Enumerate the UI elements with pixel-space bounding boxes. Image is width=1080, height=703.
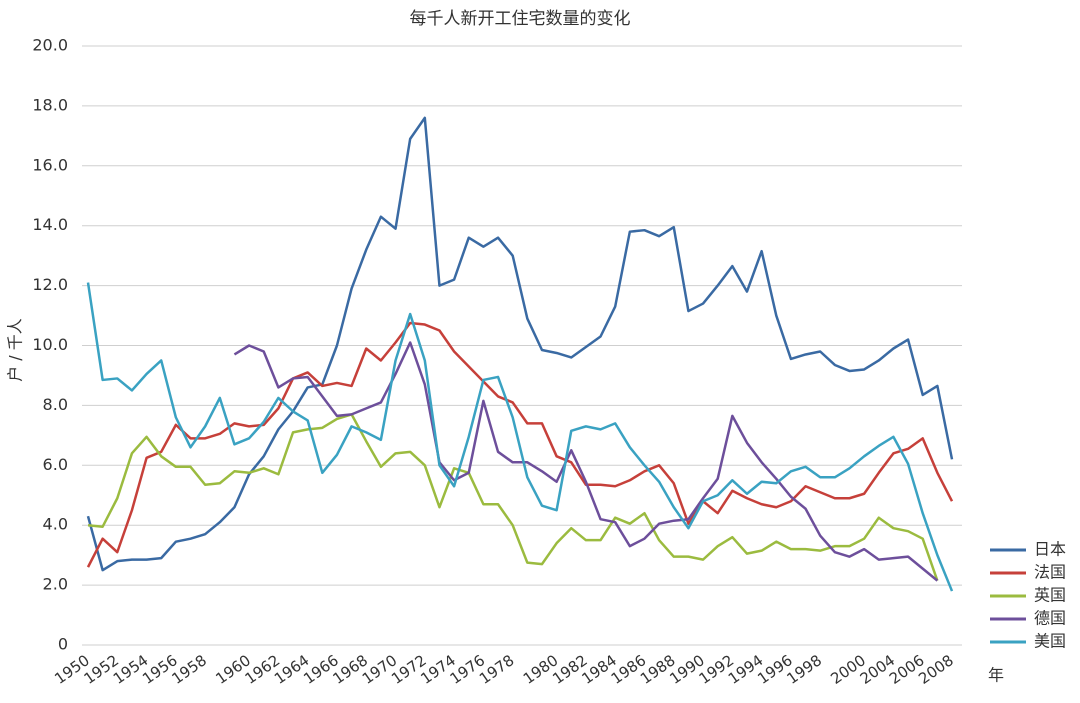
series-line bbox=[87, 413, 939, 582]
y-tick-label: 10.0 bbox=[32, 335, 68, 354]
series-line bbox=[86, 282, 954, 592]
y-tick-label: 2.0 bbox=[43, 575, 68, 594]
legend-label: 德国 bbox=[1034, 609, 1066, 628]
chart-title: 每千人新开工住宅数量的变化 bbox=[410, 9, 631, 29]
y-tick-label: 8.0 bbox=[43, 395, 68, 414]
y-tick-label: 6.0 bbox=[43, 455, 68, 474]
legend-label: 美国 bbox=[1034, 632, 1066, 651]
y-tick-label: 12.0 bbox=[32, 275, 68, 294]
series-line bbox=[233, 341, 939, 582]
legend-label: 日本 bbox=[1034, 540, 1066, 559]
y-tick-label: 20.0 bbox=[32, 36, 68, 55]
y-tick-label: 0 bbox=[58, 635, 68, 654]
y-axis-label: 户 / 千人 bbox=[6, 318, 25, 382]
legend-label: 法国 bbox=[1034, 563, 1066, 582]
x-axis-label: 年 bbox=[988, 666, 1004, 685]
series-line bbox=[86, 321, 954, 568]
x-tick-label: 1958 bbox=[168, 651, 210, 688]
y-tick-label: 18.0 bbox=[32, 95, 68, 114]
y-tick-label: 16.0 bbox=[32, 155, 68, 174]
x-tick-label: 1978 bbox=[476, 651, 518, 688]
x-tick-label: 2008 bbox=[915, 651, 957, 688]
y-tick-label: 4.0 bbox=[43, 515, 68, 534]
y-tick-label: 14.0 bbox=[32, 215, 68, 234]
x-tick-label: 1998 bbox=[783, 651, 825, 688]
series-line bbox=[86, 116, 954, 572]
legend-label: 英国 bbox=[1034, 586, 1066, 605]
